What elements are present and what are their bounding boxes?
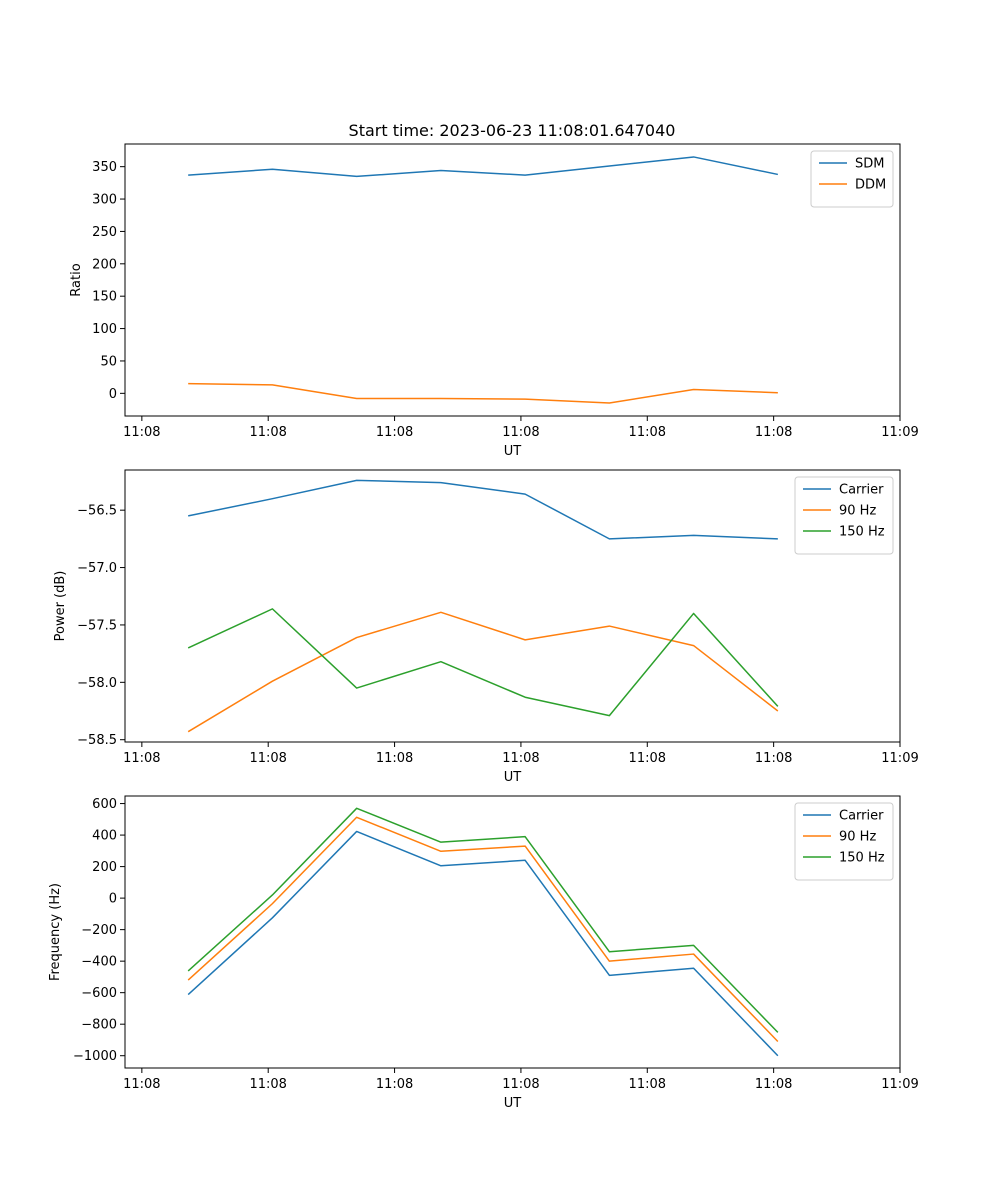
y-tick-label: −800 xyxy=(81,1018,117,1033)
y-tick-label: 600 xyxy=(92,797,117,812)
x-tick-label: 11:09 xyxy=(881,425,918,440)
y-axis-label: Ratio xyxy=(69,263,84,296)
y-tick-label: 50 xyxy=(100,354,117,369)
y-tick-label: 250 xyxy=(92,225,117,240)
plot-panel-3: 11:08 11:08 11:08 11:08 11:08 11:08 11:09 −1000… xyxy=(48,795,919,1111)
series-line-carrier xyxy=(188,479,778,540)
legend: Carrier 90 Hz 150 Hz xyxy=(794,476,894,555)
series-line-ddm xyxy=(188,382,778,404)
x-tick-label: 11:09 xyxy=(881,751,918,766)
x-tick-label: 11:08 xyxy=(376,1077,413,1092)
y-tick-label: 150 xyxy=(92,290,117,305)
legend-entry-label: DDM xyxy=(855,178,886,193)
series-line-carrier xyxy=(187,830,779,1057)
y-tick-label: 200 xyxy=(92,860,117,875)
x-tick-label: 11:08 xyxy=(502,751,539,766)
y-tick-label: 400 xyxy=(92,829,117,844)
y-tick-label: −57.5 xyxy=(77,618,117,633)
series-line-sdm xyxy=(188,156,779,178)
legend-entry-label: 150 Hz xyxy=(839,851,885,866)
axes-frame xyxy=(124,143,901,417)
legend-entry-label: 90 Hz xyxy=(839,504,876,519)
series-line-90-hz xyxy=(187,816,779,1043)
x-axis-label: UT xyxy=(504,1096,522,1111)
x-tick-label: 11:08 xyxy=(123,1077,160,1092)
x-tick-label: 11:08 xyxy=(249,751,286,766)
x-tick-label: 11:08 xyxy=(755,1077,792,1092)
y-tick-label: 0 xyxy=(109,387,117,402)
y-tick-label: −200 xyxy=(81,923,117,938)
legend-entry-label: SDM xyxy=(855,157,884,172)
axes-frame xyxy=(124,795,901,1069)
x-tick-label: 11:08 xyxy=(502,1077,539,1092)
legend-box xyxy=(794,802,894,881)
x-tick-label: 11:08 xyxy=(123,425,160,440)
x-tick-label: 11:08 xyxy=(629,425,666,440)
y-tick-label: −58.0 xyxy=(77,676,117,691)
axes-frame xyxy=(124,469,901,743)
x-tick-label: 11:09 xyxy=(881,1077,918,1092)
y-tick-label: 100 xyxy=(92,322,117,337)
x-tick-label: 11:08 xyxy=(629,1077,666,1092)
y-tick-label: −56.5 xyxy=(77,504,117,519)
legend: SDM DDM xyxy=(810,150,894,208)
y-tick-label: 200 xyxy=(92,257,117,272)
x-tick-label: 11:08 xyxy=(502,425,539,440)
y-tick-label: −1000 xyxy=(73,1049,117,1064)
plot-panel-1: 11:08 11:08 11:08 11:08 11:08 11:08 11:09 0 50 10… xyxy=(69,143,919,459)
x-tick-label: 11:08 xyxy=(249,1077,286,1092)
series-line-150-hz xyxy=(187,807,779,1033)
y-tick-label: −600 xyxy=(81,986,117,1001)
series-line-90-hz xyxy=(187,611,779,733)
y-tick-label: −57.0 xyxy=(77,561,117,576)
legend-entry-label: 90 Hz xyxy=(839,830,876,845)
legend-entry-label: Carrier xyxy=(839,483,884,498)
legend-entry-label: 150 Hz xyxy=(839,525,885,540)
x-tick-label: 11:08 xyxy=(629,751,666,766)
y-axis-label: Frequency (Hz) xyxy=(48,883,63,981)
x-tick-label: 11:08 xyxy=(376,751,413,766)
y-tick-label: 350 xyxy=(92,160,117,175)
chart-title: Start time: 2023-06-23 11:08:01.647040 xyxy=(349,121,676,140)
legend: Carrier 90 Hz 150 Hz xyxy=(794,802,894,881)
y-tick-label: 0 xyxy=(109,892,117,907)
legend-box xyxy=(810,150,894,208)
y-tick-label: 300 xyxy=(92,193,117,208)
x-tick-label: 11:08 xyxy=(123,751,160,766)
legend-box xyxy=(794,476,894,555)
x-tick-label: 11:08 xyxy=(755,425,792,440)
x-tick-label: 11:08 xyxy=(755,751,792,766)
x-tick-label: 11:08 xyxy=(249,425,286,440)
legend-entry-label: Carrier xyxy=(839,809,884,824)
y-tick-label: −58.5 xyxy=(77,733,117,748)
x-tick-label: 11:08 xyxy=(376,425,413,440)
plot-panel-2: 11:08 11:08 11:08 11:08 11:08 11:08 11:09 −58.5… xyxy=(53,469,919,785)
series-line-150-hz xyxy=(187,608,779,717)
x-axis-label: UT xyxy=(504,444,522,459)
y-tick-label: −400 xyxy=(81,955,117,970)
x-axis-label: UT xyxy=(504,770,522,785)
y-axis-label: Power (dB) xyxy=(53,571,68,642)
